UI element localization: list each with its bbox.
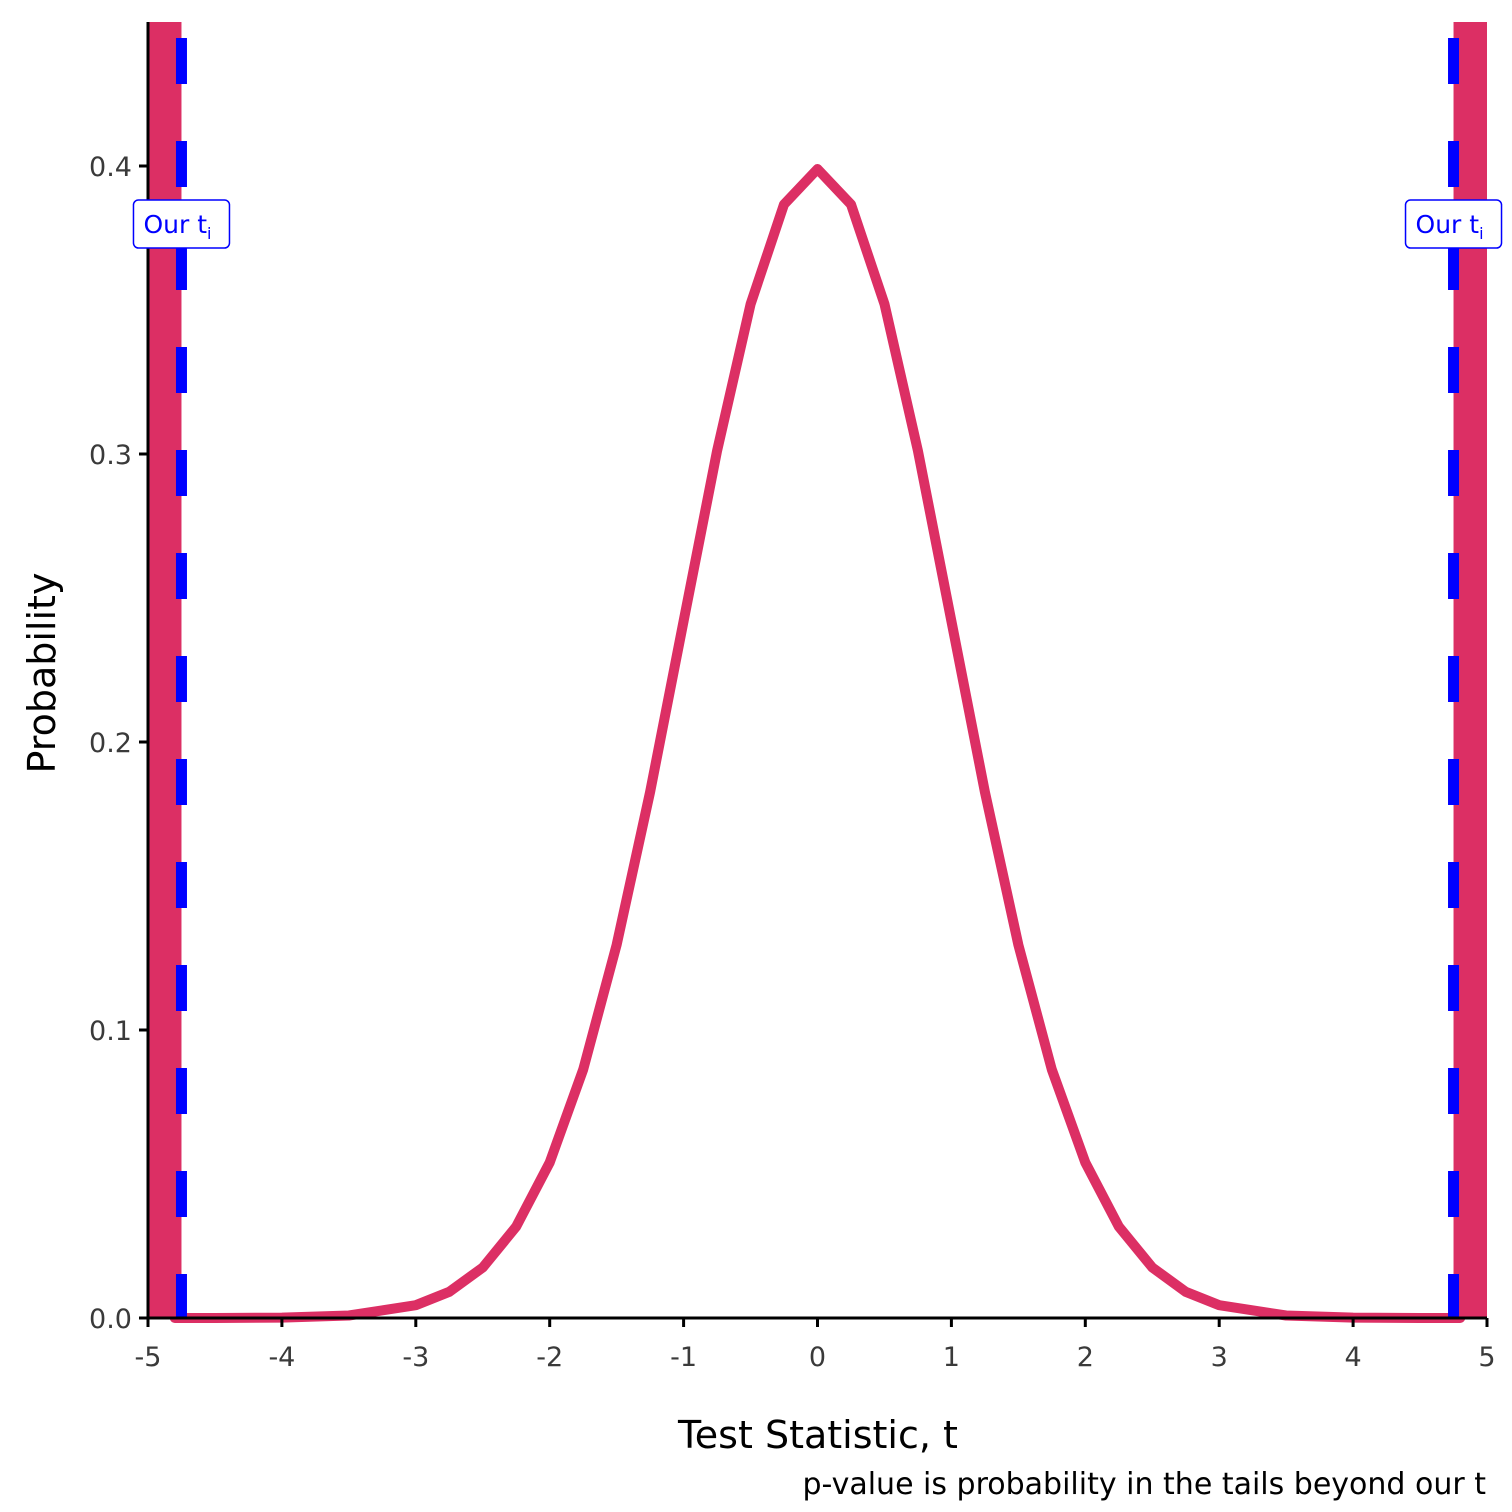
x-tick-label: 4 <box>1345 1342 1362 1373</box>
y-tick-label: 0.2 <box>89 728 132 759</box>
x-tick-label: 2 <box>1077 1342 1094 1373</box>
x-axis-title: Test Statistic, t <box>677 1413 958 1457</box>
caption: p-value is probability in the tails beyo… <box>803 1467 1487 1502</box>
x-tick-label: -1 <box>670 1342 697 1373</box>
marker-label-right: Our ti <box>1416 210 1484 243</box>
y-axis-title: Probability <box>20 573 64 774</box>
marker-label-subscript: i <box>207 224 211 243</box>
x-tick-label: 5 <box>1478 1342 1495 1373</box>
y-tick-label: 0.4 <box>89 152 132 183</box>
x-tick-label: -4 <box>268 1342 295 1373</box>
marker-label-box-left <box>132 199 231 249</box>
x-tick-label: 1 <box>943 1342 960 1373</box>
y-tick-label: 0.3 <box>89 440 132 471</box>
x-tick-label: -5 <box>135 1342 162 1373</box>
density-curve-line <box>169 164 1466 1323</box>
x-tick-label: 3 <box>1211 1342 1228 1373</box>
marker-labels: Our ti Our ti <box>132 199 1503 249</box>
x-tick-label: 0 <box>809 1342 826 1373</box>
tail-regions <box>148 22 1487 1318</box>
y-tick-label: 0.1 <box>89 1016 132 1047</box>
marker-label-left: Our ti <box>143 210 211 243</box>
marker-label-box-right <box>1404 199 1503 249</box>
y-tick-label: 0.0 <box>89 1304 132 1335</box>
x-tick-label: -3 <box>402 1342 429 1373</box>
x-tick-label: -2 <box>536 1342 563 1373</box>
reference-lines <box>175 38 1460 1318</box>
marker-label-subscript: i <box>1479 224 1483 243</box>
axes: -5 -4 -3 -2 -1 0 1 2 3 4 5 0.0 0.1 0.2 0.3 0.4 <box>89 22 1496 1373</box>
density-curve-layer <box>169 164 1466 1323</box>
